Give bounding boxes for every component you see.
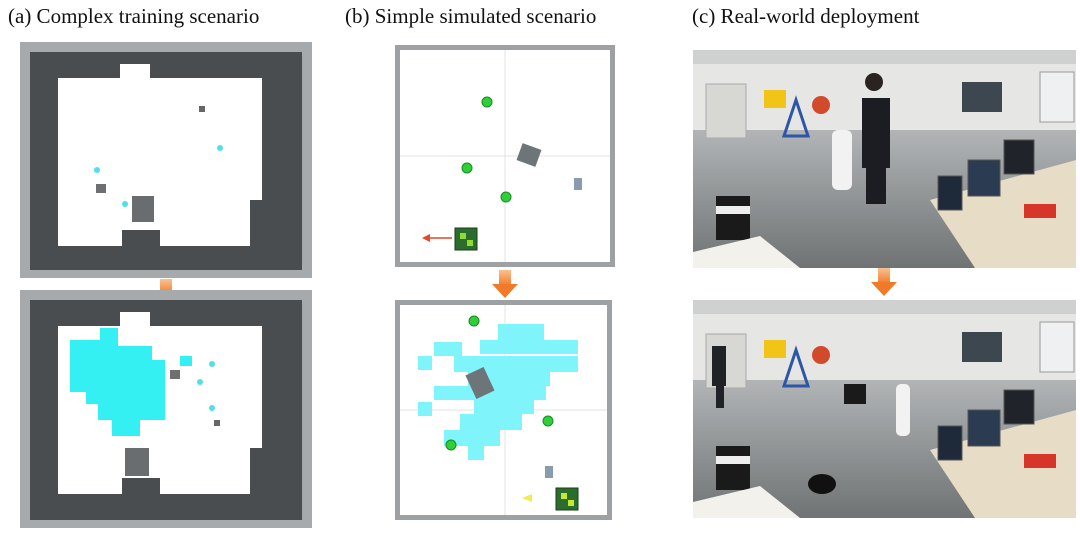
shape [862, 98, 890, 168]
panel-a-bottom [20, 290, 312, 528]
shape [199, 106, 205, 112]
shape [418, 324, 578, 460]
panel-a-top [20, 42, 312, 278]
caption-b: (b) Simple simulated scenario [345, 4, 596, 28]
shape [716, 196, 750, 240]
shape [1039, 321, 1075, 373]
shape [474, 400, 534, 414]
shape [866, 168, 886, 204]
shape [94, 167, 100, 173]
shape [1024, 204, 1056, 218]
panel-b-top [395, 45, 615, 267]
shape [962, 82, 1002, 112]
shape [197, 379, 203, 385]
shape [937, 425, 963, 461]
shape [516, 143, 542, 167]
shape [545, 466, 553, 478]
shape [460, 414, 522, 430]
shape [122, 201, 128, 207]
shape [492, 270, 518, 298]
shape [1003, 389, 1035, 425]
shape [422, 234, 430, 242]
shape [967, 159, 1001, 197]
shape [480, 340, 578, 354]
shape [561, 493, 567, 499]
shape [434, 342, 462, 356]
shape [781, 345, 811, 388]
shape [465, 366, 495, 400]
shape [865, 73, 883, 91]
shape [454, 356, 578, 372]
shape [468, 446, 484, 460]
shape [58, 64, 262, 246]
shape [574, 178, 582, 190]
shape [764, 340, 786, 358]
shape [1003, 139, 1035, 175]
caption-a: (a) Complex training scenario [8, 4, 259, 28]
shape [716, 456, 750, 464]
shape [445, 439, 457, 451]
shape [132, 196, 154, 222]
shape [705, 83, 747, 139]
shape [844, 384, 866, 404]
shape [460, 233, 466, 239]
shape [871, 268, 897, 296]
shape [693, 300, 1076, 314]
shape [781, 95, 811, 138]
panel-b-bottom [395, 300, 612, 520]
shape [209, 405, 215, 411]
shape [716, 386, 724, 408]
shape [1024, 454, 1056, 468]
shape [1039, 71, 1075, 123]
shape [418, 356, 432, 370]
shape [716, 446, 750, 490]
shape [812, 96, 830, 114]
shape [180, 356, 192, 366]
shape [937, 175, 963, 211]
shape [808, 474, 836, 494]
shape [967, 409, 1001, 447]
shape [209, 361, 215, 367]
shape [418, 402, 432, 416]
shape [467, 240, 473, 246]
shape [70, 328, 165, 436]
shape [468, 315, 480, 327]
shape [693, 50, 1076, 64]
shape [716, 206, 750, 214]
shape [461, 162, 473, 174]
shape [930, 160, 1076, 268]
shape [812, 346, 830, 364]
shape [170, 370, 180, 379]
shape [434, 386, 546, 400]
caption-c: (c) Real-world deployment [692, 4, 920, 28]
shape [896, 384, 910, 436]
shape [542, 415, 554, 427]
shape [214, 420, 220, 426]
shape [712, 346, 726, 386]
shape [481, 96, 493, 108]
shape [498, 324, 544, 340]
shape [522, 494, 532, 502]
shape [444, 430, 500, 446]
shape [96, 184, 106, 193]
shape [217, 145, 223, 151]
shape [930, 410, 1076, 518]
shape [832, 130, 852, 190]
shape [962, 332, 1002, 362]
shape [764, 90, 786, 108]
shape [693, 486, 800, 518]
photo-c-top [693, 50, 1076, 268]
shape [693, 236, 800, 268]
photo-c-bottom [693, 300, 1076, 518]
shape [500, 191, 512, 203]
shape [125, 448, 149, 476]
shape [568, 500, 574, 506]
